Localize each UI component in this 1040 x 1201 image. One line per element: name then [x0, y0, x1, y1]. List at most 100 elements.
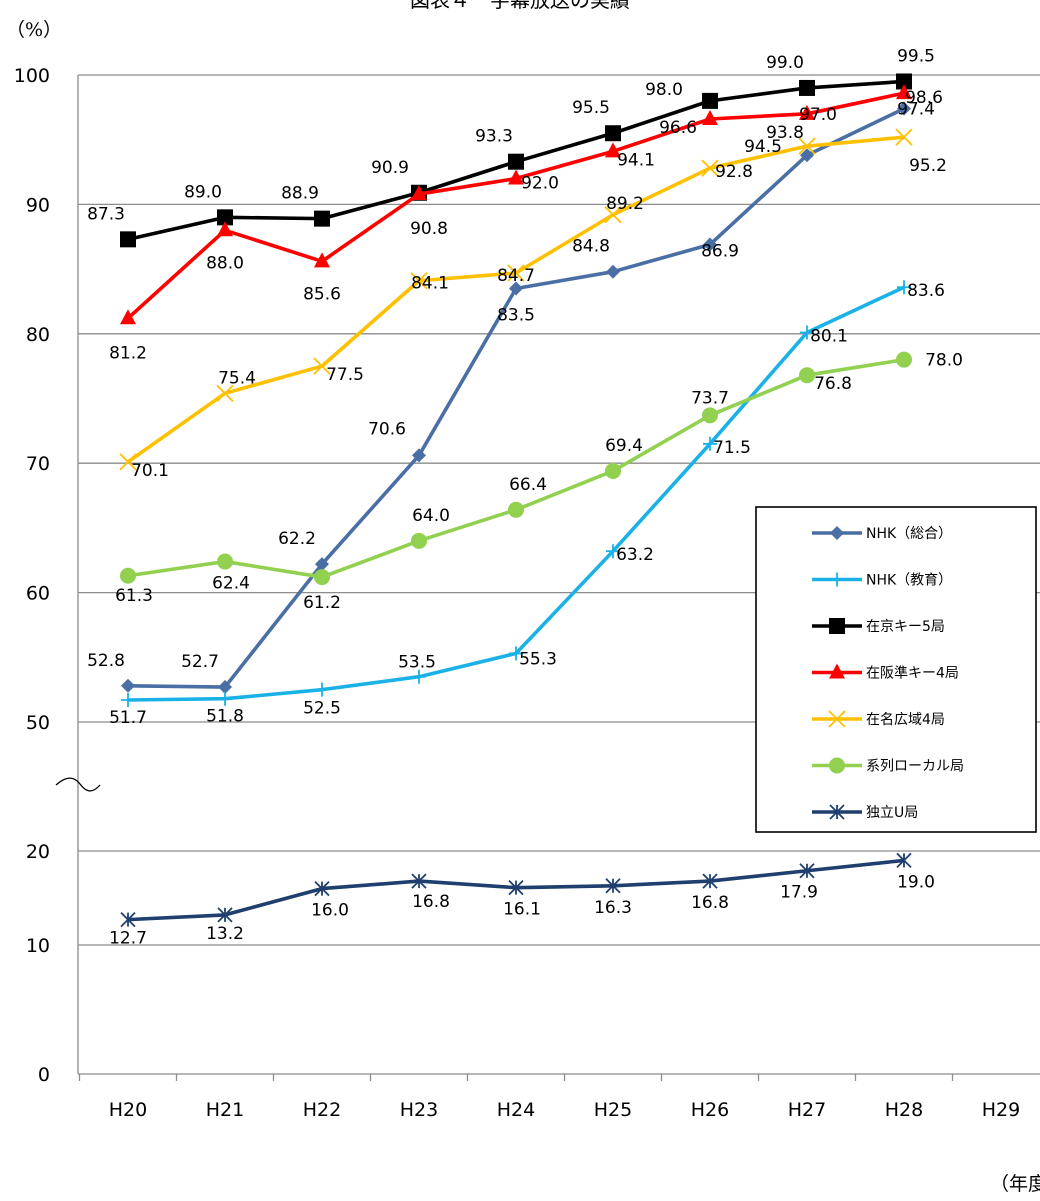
point-6-7	[799, 863, 815, 879]
data-label-4-2: 77.5	[326, 365, 364, 385]
y-tick-label-10: 10	[26, 935, 50, 957]
point-5-4	[508, 501, 524, 518]
data-label-1-5: 63.2	[616, 545, 654, 565]
data-label-6-0: 12.7	[109, 929, 147, 949]
point-3-0	[120, 309, 136, 325]
point-0-6	[703, 237, 717, 252]
data-label-4-7: 94.5	[744, 137, 782, 157]
point-5-5	[605, 462, 621, 479]
point-4-3	[410, 272, 428, 290]
point-3-2	[314, 252, 330, 268]
y-tick-label-0: 0	[38, 1064, 50, 1086]
data-label-1-1: 51.8	[206, 707, 244, 727]
legend-marker-1	[830, 572, 844, 587]
data-label-6-5: 16.3	[594, 898, 632, 918]
data-label-3-0: 81.2	[109, 343, 147, 363]
x-tick-label-H24: H24	[497, 1099, 535, 1121]
data-label-2-1: 89.0	[184, 182, 222, 202]
x-tick-label-H27: H27	[788, 1099, 826, 1121]
point-2-5	[605, 125, 621, 142]
data-label-4-3: 84.1	[411, 274, 449, 294]
point-6-1	[217, 907, 233, 923]
point-3-5	[605, 142, 621, 158]
data-label-3-7: 97.0	[799, 105, 837, 125]
point-6-8	[896, 852, 912, 869]
point-2-8	[896, 73, 912, 90]
data-label-5-4: 66.4	[509, 475, 547, 495]
point-4-2	[313, 357, 331, 375]
legend-label-0: NHK（総合）	[866, 526, 952, 542]
x-axis-unit: （年度	[990, 1173, 1040, 1195]
point-2-0	[120, 231, 136, 248]
axes: 0 10 20 50 60 70 80 90 100 H20 H21 H22 H23 H24 H25 H26 H…	[14, 65, 1040, 1121]
point-1-6	[703, 436, 717, 451]
data-label-1-8: 83.6	[907, 281, 945, 301]
data-label-3-6: 96.6	[659, 118, 697, 138]
data-label-1-0: 51.7	[109, 708, 147, 728]
data-label-2-4: 93.3	[475, 127, 513, 147]
point-6-3	[411, 873, 427, 889]
axis-break-mark	[55, 777, 101, 792]
y-tick-label-60: 60	[26, 583, 50, 605]
point-3-6	[702, 109, 718, 125]
point-0-2	[315, 557, 329, 572]
legend-marker-2	[829, 618, 845, 634]
data-label-6-1: 13.2	[206, 924, 244, 944]
data-label-0-2: 62.2	[278, 529, 316, 549]
point-3-3	[411, 185, 427, 201]
data-label-4-5: 89.2	[606, 194, 644, 214]
data-label-6-8: 19.0	[897, 872, 935, 892]
data-label-0-3: 70.6	[368, 419, 406, 439]
chart-title: 図表４ 字幕放送の実績	[410, 0, 630, 12]
data-label-3-3: 90.8	[410, 219, 448, 239]
point-4-5	[604, 206, 622, 224]
point-4-4	[507, 264, 525, 282]
point-5-3	[411, 532, 427, 549]
data-label-5-8: 78.0	[925, 351, 963, 371]
point-5-6	[702, 407, 718, 424]
data-label-5-2: 61.2	[303, 593, 341, 613]
series-6	[120, 852, 912, 928]
point-1-7	[800, 325, 814, 340]
data-label-5-0: 61.3	[115, 586, 153, 606]
legend-label-5: 系列ローカル局	[866, 759, 964, 775]
point-6-4	[508, 880, 524, 896]
data-label-0-1: 52.7	[181, 652, 219, 672]
y-tick-label-90: 90	[26, 194, 50, 216]
series-4	[119, 128, 913, 471]
x-tick-label-H20: H20	[109, 1099, 147, 1121]
point-0-1	[218, 680, 232, 695]
series-3	[120, 84, 912, 325]
data-label-2-6: 98.0	[645, 80, 683, 100]
data-label-3-5: 94.1	[617, 150, 655, 170]
point-3-4	[508, 169, 524, 185]
data-label-6-7: 17.9	[780, 883, 818, 903]
data-label-2-8: 99.5	[897, 46, 935, 66]
point-0-8	[897, 101, 911, 116]
data-label-6-2: 16.0	[311, 901, 349, 921]
point-1-8	[897, 280, 911, 295]
point-0-3	[412, 448, 426, 463]
point-1-3	[412, 669, 426, 684]
y-axis-unit: （%）	[6, 19, 62, 41]
point-3-8	[896, 84, 912, 100]
gridlines	[78, 74, 1040, 946]
y-tick-label-100: 100	[14, 65, 50, 87]
data-label-4-8: 95.2	[909, 156, 947, 176]
series-layer	[119, 73, 913, 928]
data-label-0-4: 83.5	[497, 306, 535, 326]
point-2-1	[217, 209, 233, 226]
legend-marker-0	[830, 526, 844, 540]
data-label-4-0: 70.1	[131, 461, 169, 481]
x-tick-label-H29: H29	[982, 1099, 1020, 1121]
legend-label-3: 在阪準キー4局	[866, 666, 959, 682]
data-label-2-0: 87.3	[87, 204, 125, 224]
point-6-0	[120, 911, 136, 928]
data-label-2-2: 88.9	[281, 184, 319, 204]
point-1-2	[315, 682, 329, 697]
data-label-5-6: 73.7	[691, 388, 729, 408]
point-3-1	[217, 221, 233, 237]
x-tick-label-H22: H22	[303, 1099, 341, 1121]
legend-label-2: 在京キー5局	[866, 619, 945, 635]
point-5-0	[120, 567, 136, 584]
